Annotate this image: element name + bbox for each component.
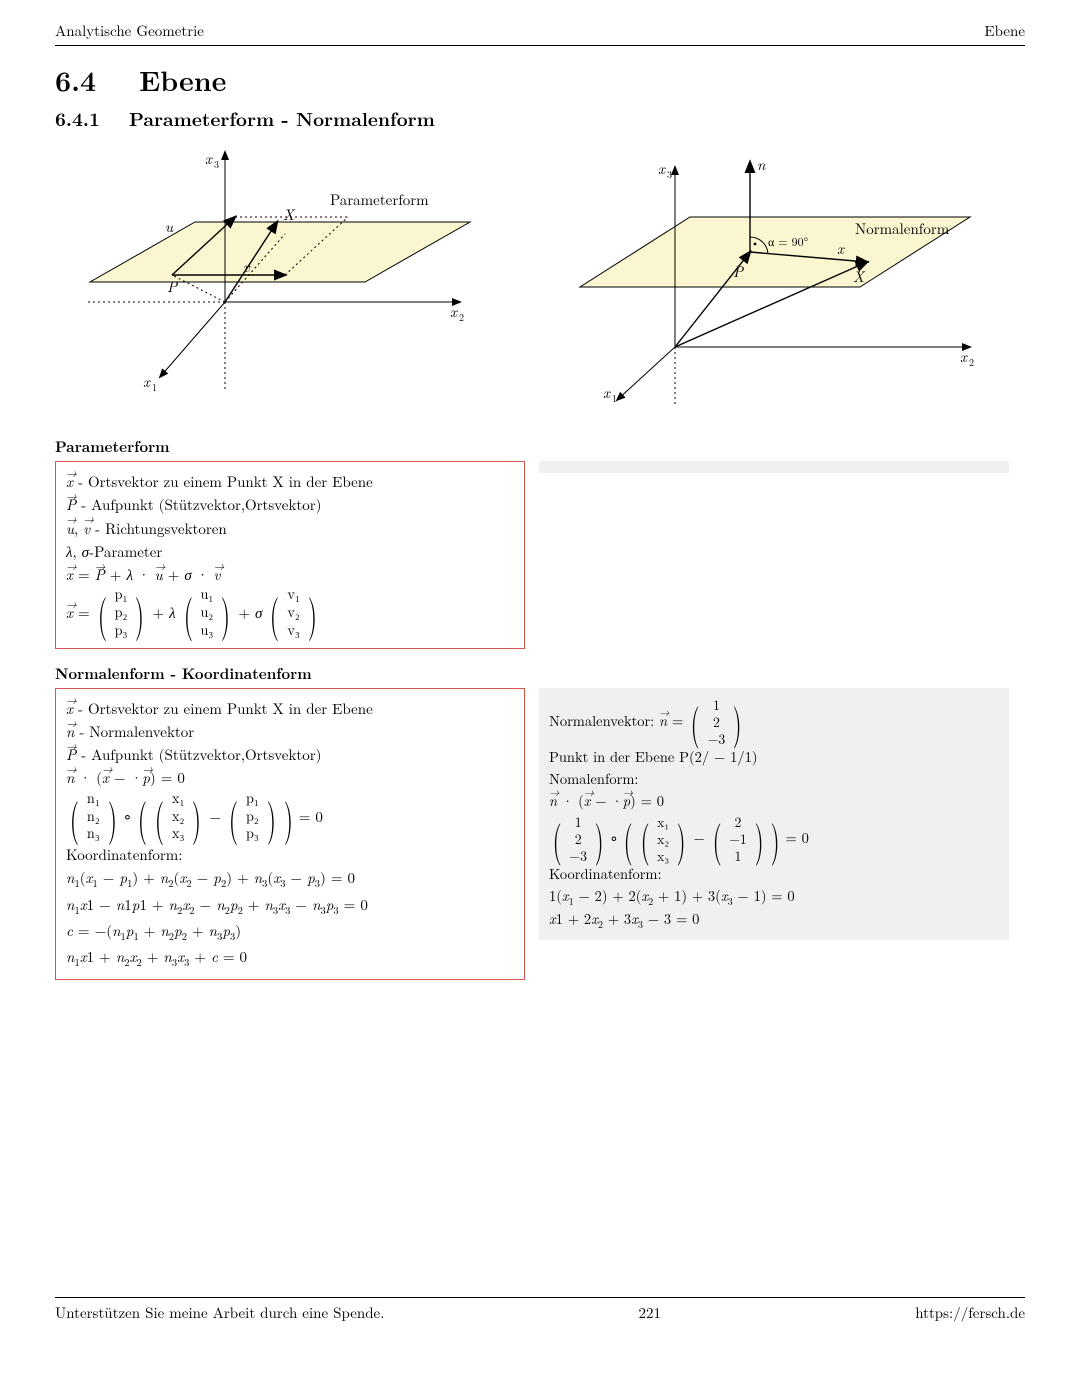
normalenform-heading: Normalenform - Koordinatenform: [55, 663, 1025, 684]
svg-text:3: 3: [667, 167, 672, 181]
pf-l3: u, v - Richtungsvektoren: [66, 517, 514, 540]
nf-matrix: ( n₁n₂n₃ ) ∘ ( ( x₁x₂x₃ ) − ( p₁p₂p₃ ) )…: [66, 790, 514, 843]
svg-text:2: 2: [459, 310, 464, 324]
ex-l1: Normalenvektor: n = ( 12−3 ): [549, 696, 999, 748]
ex-l2: Punkt in der Ebene P(2/ − 1/1): [549, 747, 999, 769]
diagram-normalenform: x3 x2 x1 n⃗ P⃗ X⃗ x α = 90° Normalenform: [555, 142, 1025, 422]
ex-l3: Nomalenform:: [549, 769, 999, 791]
svg-text:x: x: [658, 158, 666, 179]
footer-center: 221: [639, 1302, 662, 1323]
section-num: 6.4: [55, 60, 96, 100]
svg-text:P: P: [167, 276, 178, 297]
head-rule: [55, 45, 1025, 46]
pf-l5: x = P + λ · u + σ · v: [66, 563, 514, 586]
svg-text:v⃗: v⃗: [243, 256, 251, 277]
footer-right: https://fersch.de: [915, 1302, 1025, 1323]
pf-l1: x - Ortsvektor zu einem Punkt X in der E…: [66, 470, 514, 493]
svg-text:X⃗: X⃗: [853, 266, 866, 287]
head-right: Ebene: [984, 20, 1025, 41]
running-head: Analytische Geometrie Ebene: [55, 20, 1025, 43]
pf-l4: λ, σ-Parameter: [66, 540, 514, 563]
subsection-heading: 6.4.1 Parameterform - Normalenform: [55, 104, 1025, 132]
normalenform-example: Normalenvektor: n = ( 12−3 ) Punkt in de…: [539, 688, 1009, 941]
nf-l1: x - Ortsvektor zu einem Punkt X in der E…: [66, 697, 514, 720]
svg-text:Normalenform: Normalenform: [855, 218, 950, 239]
svg-text:1: 1: [612, 391, 617, 405]
section-heading: 6.4 Ebene: [55, 60, 1025, 100]
parameterform-example-placeholder: [539, 461, 1009, 473]
svg-text:Parameterform: Parameterform: [330, 189, 429, 210]
nf-k2: n1x1 − n1p1 + n2x2 − n2p2 + n3x3 − n3p3 …: [66, 893, 514, 919]
svg-text:2: 2: [969, 355, 974, 369]
svg-text:x: x: [450, 301, 458, 322]
nf-l2: n - Normalenvektor: [66, 720, 514, 743]
footer-left: Unterstützen Sie meine Arbeit durch eine…: [55, 1302, 384, 1323]
svg-text:3: 3: [214, 157, 219, 171]
svg-text:1: 1: [152, 380, 157, 394]
svg-text:u⃗: u⃗: [165, 216, 174, 237]
svg-text:x: x: [205, 148, 213, 169]
nf-l3: P - Aufpunkt (Stützvektor,Ortsvektor): [66, 743, 514, 766]
svg-text:n⃗: n⃗: [757, 154, 766, 175]
parameterform-heading: Parameterform: [55, 436, 1025, 457]
pf-l6: x = ( p₁p₂p₃ ) + λ ( u₁u₂u₃ ) + σ ( v₁v₂…: [66, 586, 514, 639]
subsection-num: 6.4.1: [55, 104, 100, 132]
subsection-title: Parameterform - Normalenform: [129, 104, 435, 132]
svg-text:x: x: [837, 238, 845, 259]
section-title: Ebene: [139, 60, 226, 100]
parameterform-box: x - Ortsvektor zu einem Punkt X in der E…: [55, 461, 525, 649]
nf-k3: c = −(n1p1 + n2p2 + n3p3): [66, 919, 514, 945]
svg-text:x: x: [143, 371, 151, 392]
svg-text:α = 90°: α = 90°: [768, 233, 808, 250]
nf-k1: n1(x1 − p1) + n2(x2 − p2) + n3(x3 − p3) …: [66, 866, 514, 892]
diagram-parameterform: x3 x2 x1 u⃗ v⃗ P X Parameterform: [55, 142, 525, 422]
svg-text:x: x: [960, 346, 968, 367]
pf-l2: P - Aufpunkt (Stützvektor,Ortsvektor): [66, 493, 514, 516]
nf-k4: n1x1 + n2x2 + n3x3 + c = 0: [66, 945, 514, 971]
svg-text:P⃗: P⃗: [733, 261, 744, 282]
figure-row: x3 x2 x1 u⃗ v⃗ P X Parameterform: [55, 142, 1025, 422]
svg-text:x: x: [603, 382, 611, 403]
normalenform-box: x - Ortsvektor zu einem Punkt X in der E…: [55, 688, 525, 981]
ex-k2: x1 + 2x2 + 3x3 − 3 = 0: [549, 909, 999, 932]
ex-k1: 1(x1 − 2) + 2(x2 + 1) + 3(x3 − 1) = 0: [549, 886, 999, 909]
foot-rule: [55, 1297, 1025, 1298]
head-left: Analytische Geometrie: [55, 20, 204, 41]
footer: Unterstützen Sie meine Arbeit durch eine…: [55, 1295, 1025, 1337]
svg-text:X: X: [283, 204, 296, 225]
ex-matrix: ( 12−3 ) ∘ ( ( x₁x₂x₃ ) − ( 2−11 ) ) = 0: [549, 813, 999, 865]
